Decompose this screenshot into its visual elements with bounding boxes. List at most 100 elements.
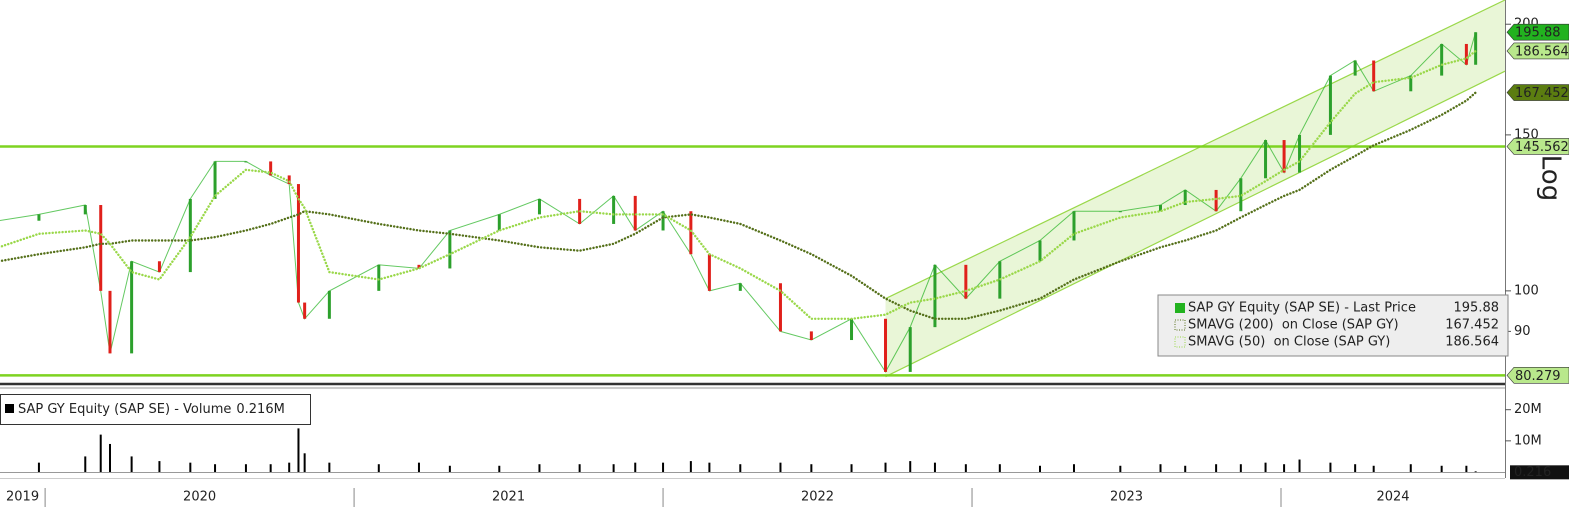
candle [1372,60,1376,92]
last-value-tag-bg [1506,42,1569,60]
candle [213,161,217,199]
candle [1282,140,1286,173]
candle [707,254,711,291]
candle [37,214,41,221]
volume-bar [850,464,853,472]
legend-name: SAP GY Equity (SAP SE) - Volume [18,402,231,417]
hline-tag: 80.279 [1515,369,1561,384]
legend-swatch [1175,303,1185,313]
volume-bar [1239,464,1242,472]
volume-bar [884,462,887,472]
volume-bar [1184,465,1187,472]
legend-label: SAP GY Equity (SAP SE) - Last Price [1188,301,1416,316]
volume-bar [1038,465,1041,472]
x-tick-label: 2019 [6,490,39,505]
volume-bar [99,434,102,472]
candle [633,195,637,231]
candle [1072,211,1076,241]
volume-bar [1283,464,1286,472]
volume-bar [1440,465,1443,472]
last-value-tag-bg [1506,84,1569,101]
candle [130,261,134,354]
x-tick-label: 2023 [1110,490,1143,505]
candle [1183,189,1187,206]
legend-box [1157,294,1509,357]
channel-edge [885,70,1506,378]
volume-bar [739,464,742,472]
candle [1118,211,1122,213]
candle [809,331,813,341]
candle [738,283,742,291]
hline-tag-bg [1506,367,1569,384]
volume-bar [328,462,331,472]
volume-bar [130,456,133,472]
last-value-tag: 186.564 [1515,44,1569,59]
volume-bar [1354,464,1357,472]
last-value-tag: 0.216 [1514,465,1551,480]
y-tick-label: 90 [1514,324,1531,339]
candle [188,198,192,273]
volume-bar [288,462,291,472]
y-tick-label: 10M [1514,433,1542,448]
volume-bar [634,462,637,472]
volume-bar [1372,465,1375,472]
volume-bar [578,464,581,472]
x-tick-label: 2021 [492,490,525,505]
volume-bar [708,462,711,472]
y-tick-label: 100 [1514,283,1539,298]
x-tick-label: 2024 [1376,490,1409,505]
candle [83,205,87,215]
legend-swatch [5,404,14,413]
candle [933,264,937,328]
price-line [0,32,1477,373]
volume-bar [244,464,247,472]
candle [287,175,291,185]
volume-bar [933,462,936,472]
volume-bar [779,462,782,472]
volume-bar [662,462,665,472]
volume-bar [538,464,541,472]
candle [964,264,968,299]
volume-bar [269,464,272,472]
volume-bar [498,465,501,472]
candle [1264,140,1268,179]
legend-value: 0.216M [236,402,284,417]
volume-bar [1119,465,1122,472]
volume-bar [417,462,420,472]
volume-bar [214,464,217,472]
volume-bar [612,464,615,472]
candle [157,261,161,273]
volume-bar [689,461,692,472]
candle [448,230,452,269]
scale-label: Log [1536,155,1566,201]
volume-bar [37,462,40,472]
volume-bar [448,465,451,472]
channel-edge [885,0,1506,300]
candle [689,211,693,255]
volume-bar [1264,462,1267,472]
candle [1474,32,1478,65]
last-value-tag-bg [1510,465,1569,480]
candle [1239,178,1243,212]
channel-fill [885,0,1505,377]
x-tick-label: 2022 [801,490,834,505]
legend-swatch [1174,336,1186,348]
volume-bar [297,428,300,472]
candle [377,264,381,291]
legend-label: SAP GY Equity (SAP SE) - Volume 0.216M [18,402,285,417]
volume-bar [909,461,912,472]
candle [296,184,300,303]
volume-bar [1465,465,1468,472]
candle [1214,189,1218,212]
volume-bar [377,464,380,472]
moving-average-line [0,49,1477,320]
volume-bar [158,461,161,472]
y-tick-label: 20M [1514,402,1542,417]
last-value-tag: 167.452 [1515,86,1569,101]
legend-value: 195.88 [1454,301,1500,316]
candle [1409,75,1413,92]
volume-bar [1298,459,1301,472]
candle [778,283,782,332]
